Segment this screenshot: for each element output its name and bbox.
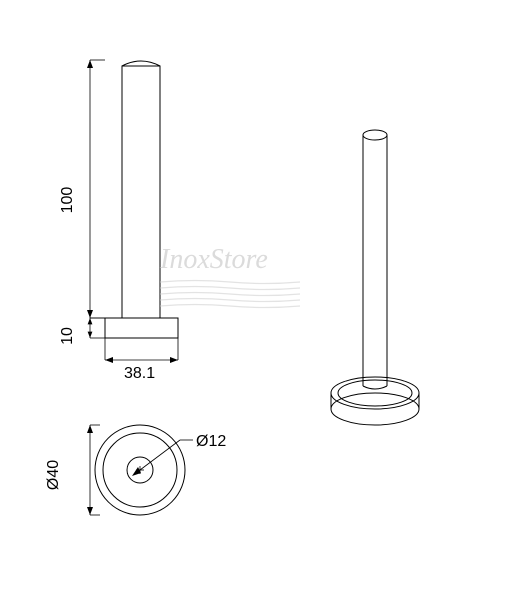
iso-view xyxy=(331,130,419,425)
dim-height-100: 100 xyxy=(59,187,76,214)
dim-dia-40: Ø40 xyxy=(45,460,62,490)
dim-height-10: 10 xyxy=(59,327,76,345)
dim-dia-12: Ø12 xyxy=(196,433,226,450)
watermark-text: InoxStore xyxy=(159,244,268,275)
dim-width-381: 38.1 xyxy=(124,365,155,382)
front-view xyxy=(105,61,178,338)
technical-drawing: 100 10 38.1 Ø40 Ø12 InoxStore xyxy=(0,0,505,600)
watermark: InoxStore xyxy=(159,244,300,308)
